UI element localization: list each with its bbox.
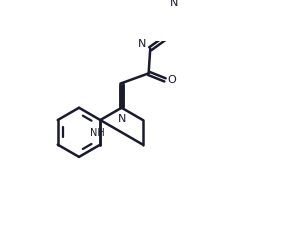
Text: N: N [138, 39, 146, 49]
Text: N: N [170, 0, 178, 8]
Text: NH: NH [90, 128, 105, 138]
Text: O: O [168, 75, 176, 85]
Text: N: N [117, 113, 126, 123]
